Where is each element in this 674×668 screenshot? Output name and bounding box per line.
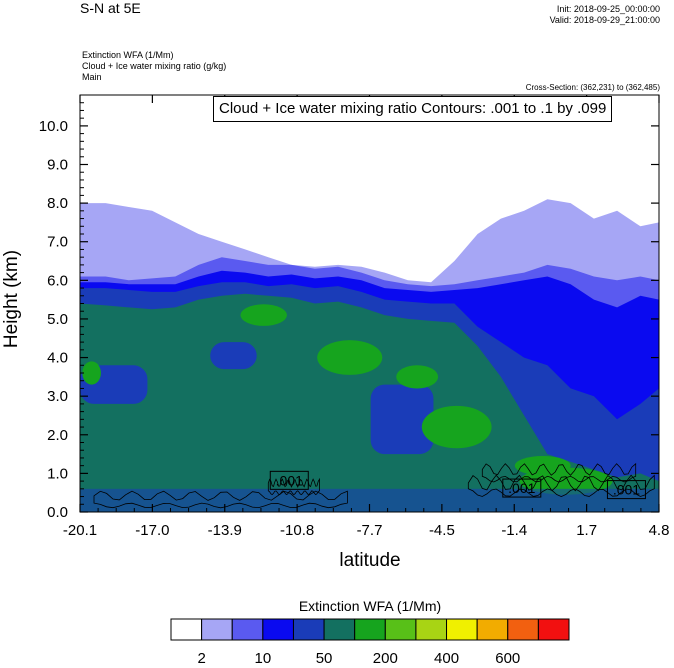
- init-time: Init: 2018-09-25_00:00:00: [556, 4, 660, 14]
- contour-line-3: [467, 474, 655, 498]
- y-tick-label-2: 2.0: [47, 427, 68, 444]
- contour-line-2: [267, 477, 320, 496]
- y-tick-label-10: 10.0: [39, 118, 68, 135]
- contour-label-3: .001: [613, 482, 640, 498]
- colorbar-swatch-5: [323, 618, 356, 641]
- colorbar-swatch-4: [292, 618, 325, 641]
- green-patch-7: [514, 456, 571, 476]
- colorbar-swatch-8: [415, 618, 448, 641]
- x-tick-label-2: -13.9: [208, 522, 242, 539]
- contour-label-2: .001: [508, 480, 535, 496]
- x-tick-label-3: -10.8: [280, 522, 314, 539]
- green-patch-2: [317, 340, 383, 375]
- colorbar-swatch-6: [354, 618, 386, 641]
- colorbar-swatch-10: [476, 618, 509, 641]
- colorbar-label-1: 10: [255, 650, 272, 667]
- x-tick-label-4: -7.7: [357, 522, 383, 539]
- y-tick-label-4: 4.0: [47, 350, 68, 367]
- green-patch-3: [396, 365, 439, 389]
- colorbar-swatch-7: [384, 618, 417, 641]
- colorbar-swatch-1: [201, 618, 233, 641]
- colorbar-label-5: 600: [495, 650, 520, 667]
- field-name-mixing-ratio: Cloud + Ice water mixing ratio (g/kg): [82, 61, 227, 71]
- colorbar: 2 10 50 200 400 600: [170, 618, 570, 667]
- x-axis-label: latitude: [339, 550, 401, 571]
- x-tick-label-5: -4.5: [429, 522, 455, 539]
- colorbar-swatch-11: [507, 618, 539, 641]
- contour-label-box-3: [606, 480, 646, 500]
- cross-section-info: Cross-Section: (362,231) to (362,485): [525, 83, 660, 92]
- extinction-fill: [80, 199, 659, 512]
- colorbar-label-4: 400: [434, 650, 459, 667]
- y-tick-label-3: 3.0: [47, 388, 68, 405]
- y-axis-label: Height (km): [1, 249, 22, 349]
- x-tick-label-6: -1.4: [501, 522, 527, 539]
- y-tick-label-8: 8.0: [47, 195, 68, 212]
- y-tick-label-5: 5.0: [47, 311, 68, 328]
- contour-labels: .001 .001 .001: [269, 470, 646, 500]
- contour-info-box: Cloud + Ice water mixing ratio Contours:…: [213, 96, 613, 122]
- y-tick-label-9: 9.0: [47, 157, 68, 174]
- contour-line-1: [93, 490, 348, 509]
- x-tick-label-7: 1.7: [576, 522, 597, 539]
- fill-patch-1: [370, 384, 434, 455]
- y-axis: 0.0 1.0 2.0 3.0 4.0 5.0 6.0 7.0 8.0 9.0 10.0: [39, 94, 659, 521]
- contour-label-box-2: [502, 478, 542, 498]
- colorbar-label-2: 50: [316, 650, 333, 667]
- green-patch-5: [82, 361, 101, 385]
- contour-label-box-1: [269, 470, 309, 490]
- plot-title: S-N at 5E: [80, 0, 141, 16]
- x-tick-label-8: 4.8: [649, 522, 670, 539]
- x-tick-label-0: -20.1: [63, 522, 97, 539]
- colorbar-title: Extinction WFA (1/Mm): [298, 598, 442, 614]
- y-tick-label-7: 7.0: [47, 234, 68, 251]
- colorbar-swatch-0: [170, 618, 203, 641]
- colorbar-swatch-2: [231, 618, 264, 641]
- colorbar-swatch-9: [446, 618, 478, 641]
- x-tick-label-1: -17.0: [135, 522, 169, 539]
- field-name-extinction: Extinction WFA (1/Mm): [82, 50, 174, 60]
- valid-time: Valid: 2018-09-29_21:00:00: [549, 15, 660, 25]
- y-tick-label-1: 1.0: [47, 465, 68, 482]
- x-axis: -20.1 -17.0 -13.9 -10.8 -7.7 -4.5 -1.4 1.7 4.8: [63, 95, 670, 539]
- field-name-main: Main: [82, 72, 102, 82]
- colorbar-swatch-12: [537, 618, 570, 641]
- colorbar-label-0: 2: [197, 650, 205, 667]
- green-patch-4: [421, 405, 492, 449]
- colorbar-swatch-3: [262, 618, 294, 641]
- contour-label-1: .001: [276, 472, 303, 488]
- colorbar-label-3: 200: [373, 650, 398, 667]
- green-patch-1: [240, 304, 287, 326]
- y-tick-label-0: 0.0: [47, 504, 68, 521]
- fill-patch-3: [210, 342, 257, 370]
- y-tick-label-6: 6.0: [47, 272, 68, 289]
